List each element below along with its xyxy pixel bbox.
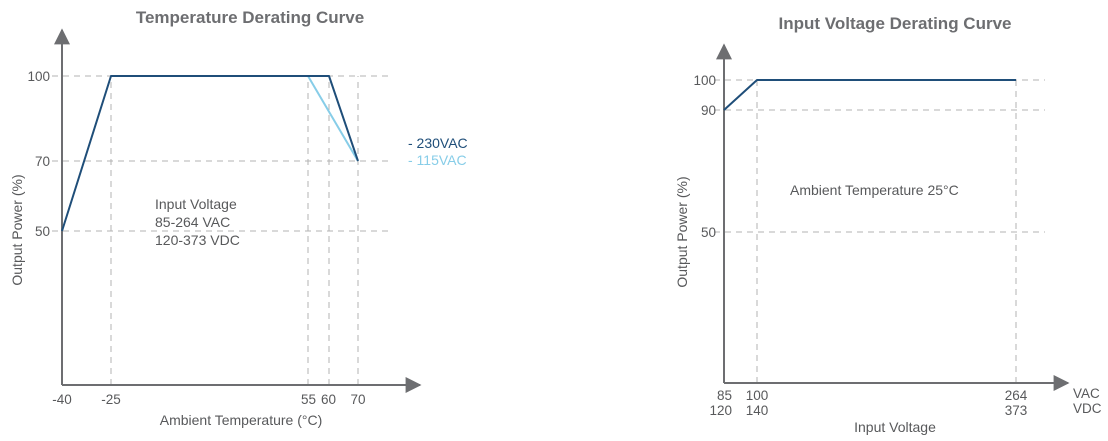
- chart2-grid: [714, 79, 1045, 383]
- chart1-title: Temperature Derating Curve: [136, 8, 364, 27]
- chart1-xtick-3: 60: [321, 392, 336, 407]
- chart2-xtick2-0: 120: [709, 403, 732, 418]
- input-voltage-chart: Input Voltage Derating Curve 50 90 100 8512…: [674, 14, 1102, 435]
- chart1-annotation-line1: Input Voltage: [155, 196, 237, 212]
- chart2-xtick-2: 264: [1005, 388, 1028, 403]
- chart2-series-0: [723, 79, 1016, 111]
- chart1-legend-115vac: - 115VAC: [408, 152, 467, 168]
- chart1-xtick-2: 55: [301, 392, 316, 407]
- chart1-ytick-50: 50: [35, 224, 50, 239]
- chart2-unit-vdc: VDC: [1073, 401, 1102, 416]
- chart1-ticks: 50 70 100 -40 -25 55 60 70: [27, 69, 365, 407]
- chart1-series-0: [61, 75, 359, 232]
- chart2-xtick2-1: 140: [746, 403, 769, 418]
- chart1-ytick-70: 70: [35, 154, 50, 169]
- chart2-xtick2-2: 373: [1005, 403, 1028, 418]
- chart2-ytick-90: 90: [701, 103, 716, 118]
- chart1-series: [61, 75, 359, 232]
- chart1-xlabel: Ambient Temperature (°C): [160, 412, 323, 428]
- chart2-ytick-100: 100: [693, 73, 716, 88]
- chart1-ylabel: Output Power (%): [9, 174, 25, 285]
- chart1-xtick-4: 70: [350, 392, 365, 407]
- chart1-series-1: [307, 75, 359, 162]
- chart2-title: Input Voltage Derating Curve: [779, 14, 1012, 33]
- chart1-legend-230vac: - 230VAC: [408, 135, 468, 151]
- chart2-xtick-0: 85: [717, 388, 732, 403]
- chart1-xtick-1: -25: [101, 392, 121, 407]
- chart1-grid: [52, 75, 390, 385]
- chart2-unit-vac: VAC: [1073, 386, 1100, 401]
- chart2-ylabel: Output Power (%): [674, 176, 690, 287]
- chart1-ytick-100: 100: [27, 69, 50, 84]
- chart2-annotation: Ambient Temperature 25°C: [790, 182, 959, 198]
- chart1-xtick-0: -40: [52, 392, 72, 407]
- chart1-annotation-line2: 85-264 VAC: [155, 214, 230, 230]
- chart1-annotation-line3: 120-373 VDC: [155, 232, 240, 248]
- temperature-chart: Temperature Derating Curve 50 70 100 -40 -25…: [9, 8, 468, 428]
- chart2-ytick-50: 50: [701, 225, 716, 240]
- chart2-xlabel: Input Voltage: [854, 419, 936, 435]
- chart2-series: [723, 79, 1016, 111]
- chart2-xtick-1: 100: [746, 388, 769, 403]
